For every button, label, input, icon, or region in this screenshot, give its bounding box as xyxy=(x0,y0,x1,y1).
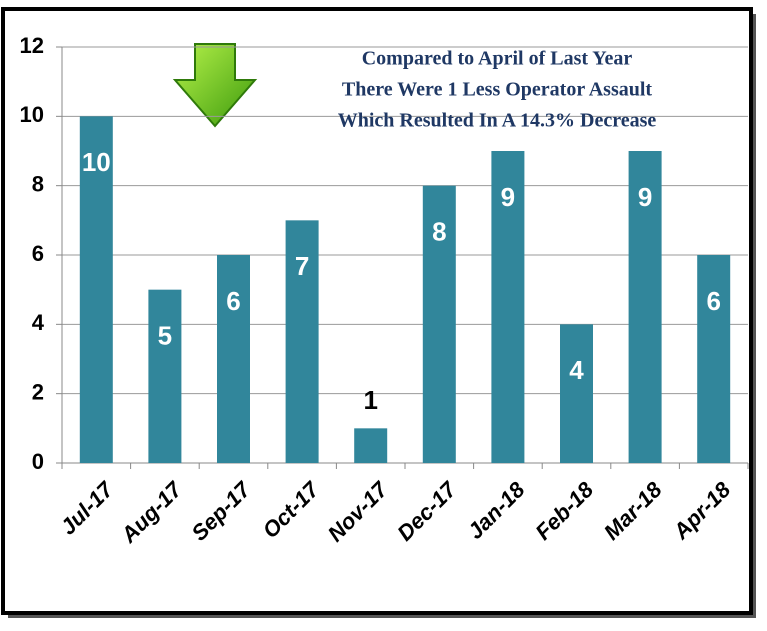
bar xyxy=(148,289,182,463)
bar xyxy=(285,220,319,463)
annotation: Compared to April of Last Year xyxy=(362,48,633,70)
annotation: Which Resulted In A 14.3% Decrease xyxy=(338,110,657,132)
y-tick-label: 10 xyxy=(20,102,44,127)
frame xyxy=(1,7,753,615)
bar xyxy=(560,324,593,463)
bar xyxy=(628,151,662,463)
y-tick-label: 2 xyxy=(32,379,44,404)
data-label: 9 xyxy=(501,182,515,212)
bar xyxy=(79,116,113,463)
bar xyxy=(217,255,250,463)
y-tick-label: 8 xyxy=(32,171,44,196)
data-label: 8 xyxy=(432,217,446,247)
data-label: 1 xyxy=(363,385,377,415)
y-tick-label: 12 xyxy=(20,33,44,58)
bar xyxy=(422,185,456,463)
bar xyxy=(491,151,525,463)
data-label: 10 xyxy=(82,147,111,177)
data-label: 6 xyxy=(226,286,240,316)
down-arrow-icon xyxy=(172,43,258,128)
y-tick-label: 4 xyxy=(32,310,45,335)
data-label: 5 xyxy=(158,321,172,351)
annotation: There Were 1 Less Operator Assault xyxy=(342,79,653,101)
y-tick-label: 6 xyxy=(32,241,44,266)
data-label: 6 xyxy=(706,286,720,316)
data-label: 9 xyxy=(638,182,652,212)
bar xyxy=(697,255,731,463)
y-tick-label: 0 xyxy=(32,449,44,474)
data-label: 4 xyxy=(569,355,584,385)
data-label: 7 xyxy=(295,251,309,281)
bar xyxy=(354,428,388,463)
